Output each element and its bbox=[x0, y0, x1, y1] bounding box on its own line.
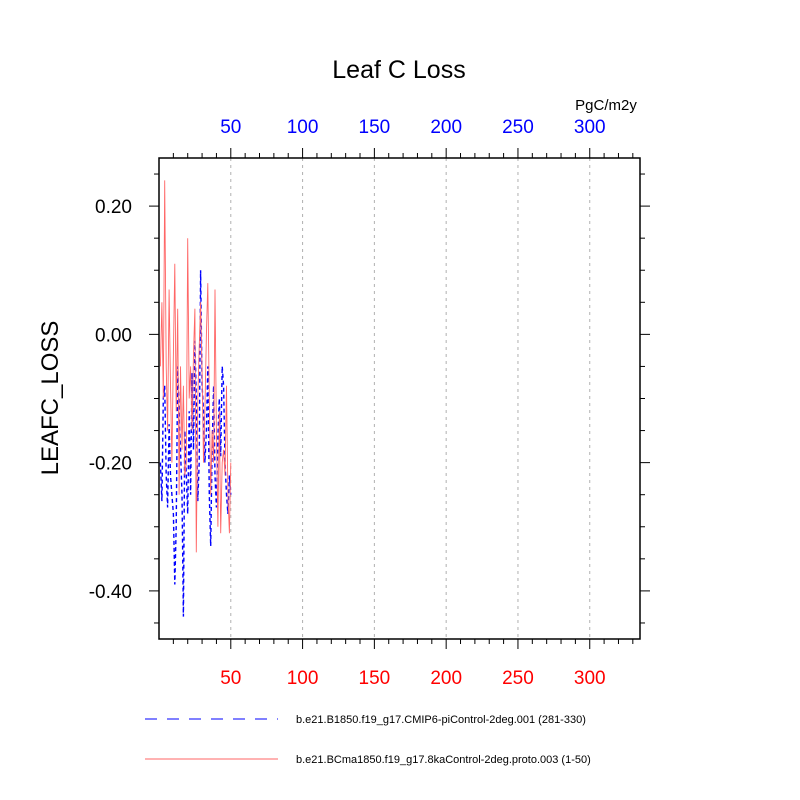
y-tick-label: -0.20 bbox=[89, 454, 132, 475]
y-tick-labels: 0.20 0.00 -0.20 -0.40 bbox=[89, 197, 132, 603]
top-x-tick-label: 250 bbox=[502, 117, 534, 138]
axis-ticks bbox=[149, 148, 650, 649]
series-line-2 bbox=[159, 180, 232, 553]
top-x-tick-label: 150 bbox=[359, 117, 391, 138]
bottom-x-tick-label: 300 bbox=[574, 668, 606, 689]
plot-frame bbox=[158, 157, 641, 640]
y-axis-label: LEAFC_LOSS bbox=[37, 321, 64, 476]
top-x-tick-labels: 50 100 150 200 250 300 bbox=[220, 117, 605, 138]
series-lines bbox=[159, 180, 232, 617]
chart-title: Leaf C Loss bbox=[332, 56, 465, 84]
legend-label-2: b.e21.BCma1850.f19_g17.8kaControl-2deg.p… bbox=[296, 754, 591, 766]
top-x-tick-label: 100 bbox=[287, 117, 319, 138]
bottom-x-tick-labels: 50 100 150 200 250 300 bbox=[220, 668, 605, 689]
top-x-tick-label: 200 bbox=[430, 117, 462, 138]
top-x-tick-label: 50 bbox=[220, 117, 241, 138]
legend-label-1: b.e21.B1850.f19_g17.CMIP6-piControl-2deg… bbox=[296, 714, 586, 726]
units-label: PgC/m2y bbox=[575, 97, 637, 114]
bottom-x-tick-label: 50 bbox=[220, 668, 241, 689]
y-tick-label: -0.40 bbox=[89, 582, 132, 603]
bottom-x-tick-label: 100 bbox=[287, 668, 319, 689]
grid-lines bbox=[230, 158, 591, 639]
bottom-x-tick-label: 150 bbox=[359, 668, 391, 689]
bottom-x-tick-label: 250 bbox=[502, 668, 534, 689]
legend: b.e21.B1850.f19_g17.CMIP6-piControl-2deg… bbox=[145, 714, 591, 766]
top-x-tick-label: 300 bbox=[574, 117, 606, 138]
y-tick-label: 0.00 bbox=[95, 325, 132, 346]
y-tick-label: 0.20 bbox=[95, 197, 132, 218]
bottom-x-tick-label: 200 bbox=[430, 668, 462, 689]
